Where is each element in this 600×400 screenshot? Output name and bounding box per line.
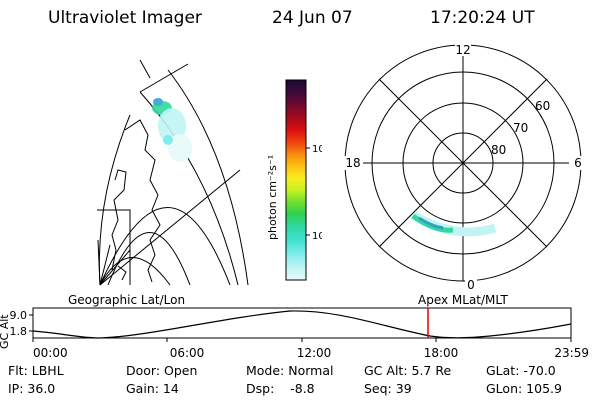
- polar-mlat-mlt-plot: 12 18 6 0 60 70 80: [343, 42, 583, 292]
- map-grid-line: [167, 69, 249, 286]
- sequence-number: Seq: 39: [364, 381, 412, 396]
- coastline: [117, 265, 127, 281]
- dsp-value: Dsp: -8.8: [246, 381, 315, 396]
- mlt-label-12: 12: [455, 43, 470, 57]
- altitude-ytick: 9.0: [10, 309, 28, 322]
- aurora-oval-emission: [410, 211, 497, 237]
- geographic-map: [97, 59, 249, 286]
- altitude-curve: [32, 310, 572, 339]
- mlat-label-80: 80: [491, 143, 506, 157]
- altitude-xtick: 12:00: [297, 346, 332, 360]
- gain-value: Gain: 14: [126, 381, 179, 396]
- date-label: 24 Jun 07: [272, 8, 353, 28]
- altitude-xtick: 06:00: [170, 346, 205, 360]
- map-grid-line: [99, 169, 241, 286]
- mlt-label-6: 6: [574, 156, 582, 170]
- map-grid-line: [107, 232, 191, 286]
- map-grid-line: [139, 59, 151, 79]
- map-grid-line: [99, 244, 111, 286]
- door-status: Door: Open: [126, 363, 198, 378]
- mlat-label-70: 70: [513, 121, 528, 135]
- instrument-title: Ultraviolet Imager: [48, 8, 202, 28]
- right-panel-caption: Apex MLat/MLT: [418, 293, 508, 307]
- map-grid-line: [99, 257, 171, 286]
- map-grid-line: [97, 209, 131, 285]
- altitude-xtick: 00:00: [33, 346, 68, 360]
- coastline: [111, 169, 127, 271]
- map-grid-line: [99, 207, 231, 286]
- geo-latitude: GLat: -70.0: [486, 363, 556, 378]
- altitude-ylabel: GC Alt: [0, 314, 11, 349]
- geo-longitude: GLon: 105.9: [486, 381, 562, 396]
- altitude-timeline: 9.0 1.8 GC Alt 00:00 06:00 12:00 18:00 2…: [0, 307, 589, 360]
- map-grid-line: [99, 249, 131, 286]
- ip-value: IP: 36.0: [8, 381, 56, 396]
- time-label: 17:20:24 UT: [430, 8, 535, 28]
- flight-filter: Flt: LBHL: [8, 363, 64, 378]
- gc-altitude: GC Alt: 5.7 Re: [364, 363, 452, 378]
- aurora-emission: [152, 98, 192, 162]
- left-panel-caption: Geographic Lat/Lon: [68, 293, 186, 307]
- mlt-label-0: 0: [467, 278, 475, 292]
- map-grid-line: [139, 63, 189, 93]
- map-grid-line: [97, 239, 101, 286]
- altitude-xtick: 18:00: [424, 346, 459, 360]
- mode-status: Mode: Normal: [246, 363, 334, 378]
- colorbar-tick: 10: [312, 231, 322, 242]
- altitude-xtick: 23:59: [554, 346, 589, 360]
- coastline: [124, 119, 161, 283]
- intensity-colorbar: 100 10 photon cm⁻²s⁻¹: [266, 79, 322, 281]
- colorbar-unit-label: photon cm⁻²s⁻¹: [266, 155, 279, 240]
- altitude-ytick: 1.8: [10, 325, 28, 338]
- mlat-label-60: 60: [535, 99, 550, 113]
- polar-meridian: [378, 78, 548, 248]
- colorbar-tick: 100: [312, 144, 322, 155]
- mlt-label-18: 18: [345, 156, 360, 170]
